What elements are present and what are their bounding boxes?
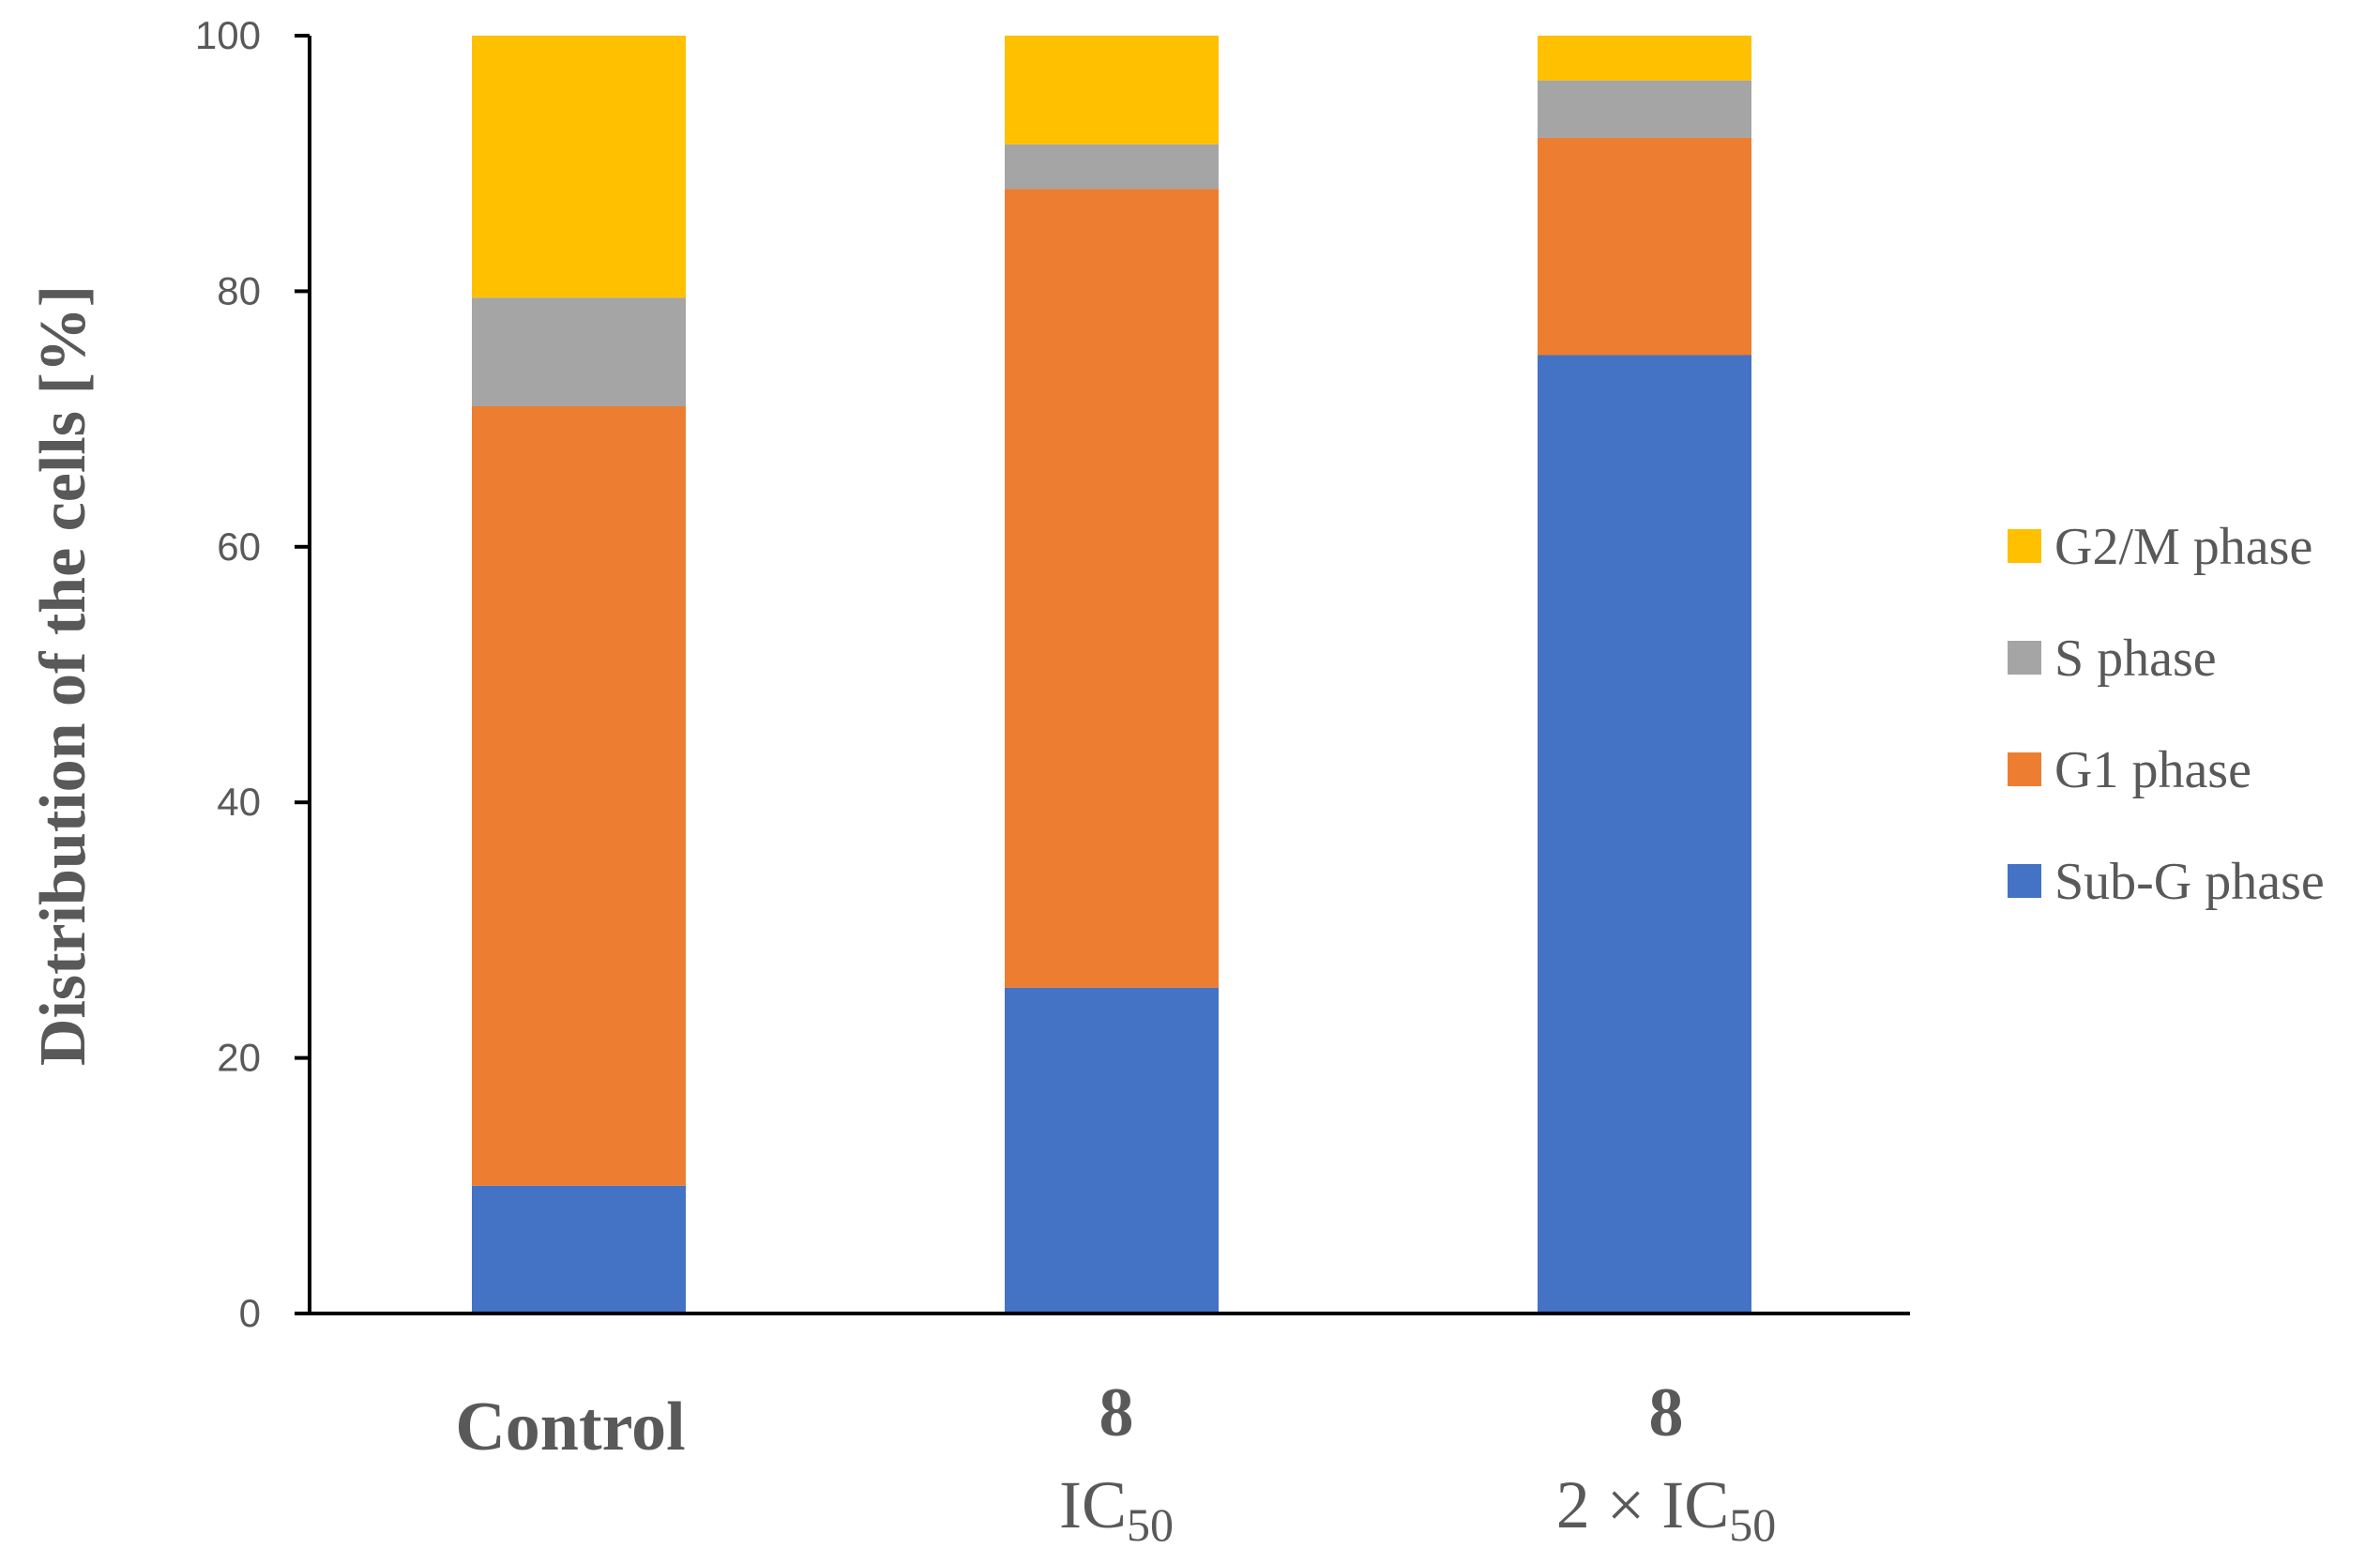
y-ticks-group: 0 20 40 60 80 100 [195, 13, 310, 1335]
legend-swatch-g2-m-phase [2008, 529, 2041, 563]
y-tick-label-40: 40 [217, 780, 261, 824]
y-tick-label-20: 20 [217, 1036, 261, 1080]
y-tick-label-0: 0 [239, 1291, 261, 1335]
axes-group [295, 36, 1910, 1315]
bar-segment-g2-m-phase-2 [1005, 36, 1219, 144]
y-tick-label-60: 60 [217, 524, 261, 569]
legend: G2/M phase S phase G1 phase Sub-G phase [2008, 518, 2325, 911]
x-label-8-2xic50-compound: 8 [1649, 1374, 1684, 1451]
bars-group [472, 36, 1751, 1313]
y-tick-label-100: 100 [195, 13, 261, 57]
bar-segment-s-phase-3 [1538, 80, 1751, 138]
x-label-control: Control [455, 1389, 685, 1465]
legend-swatch-g1-phase [2008, 752, 2041, 786]
bar-segment-g1-phase-1 [472, 405, 686, 1186]
x-label-8-2xic50-dose: 2 × IC50 [1556, 1467, 1777, 1551]
x-label-8-ic50-dose-main: IC [1059, 1467, 1127, 1542]
x-label-8-2xic50-dose-sub: 50 [1729, 1498, 1776, 1551]
y-axis-title: Distribution of the cells [%] [27, 285, 99, 1066]
bar-segment-g1-phase-2 [1005, 189, 1219, 988]
x-label-8-ic50-dose-sub: 50 [1127, 1498, 1174, 1551]
bar-segment-sub-g-phase-3 [1538, 355, 1751, 1313]
legend-label-g2-m-phase: G2/M phase [2054, 518, 2312, 576]
legend-label-s-phase: S phase [2054, 630, 2217, 688]
bar-segment-g1-phase-3 [1538, 137, 1751, 356]
bar-segment-s-phase-2 [1005, 144, 1219, 190]
bar-segment-s-phase-1 [472, 297, 686, 406]
legend-swatch-sub-g-phase [2008, 864, 2041, 898]
x-label-8-2xic50-dose-main: 2 × IC [1556, 1467, 1730, 1542]
bar-segment-g2-m-phase-3 [1538, 36, 1751, 81]
legend-label-sub-g-phase: Sub-G phase [2054, 853, 2325, 911]
y-tick-label-80: 80 [217, 268, 261, 312]
legend-swatch-s-phase [2008, 641, 2041, 675]
x-label-8-ic50-compound: 8 [1099, 1374, 1134, 1451]
bar-segment-sub-g-phase-2 [1005, 987, 1219, 1313]
bar-segment-sub-g-phase-1 [472, 1185, 686, 1313]
x-labels-group: Control 8 IC50 8 2 × IC50 [455, 1374, 1776, 1551]
x-label-8-ic50-dose: IC50 [1059, 1467, 1174, 1551]
legend-label-g1-phase: G1 phase [2054, 741, 2251, 799]
bar-segment-g2-m-phase-1 [472, 36, 686, 298]
